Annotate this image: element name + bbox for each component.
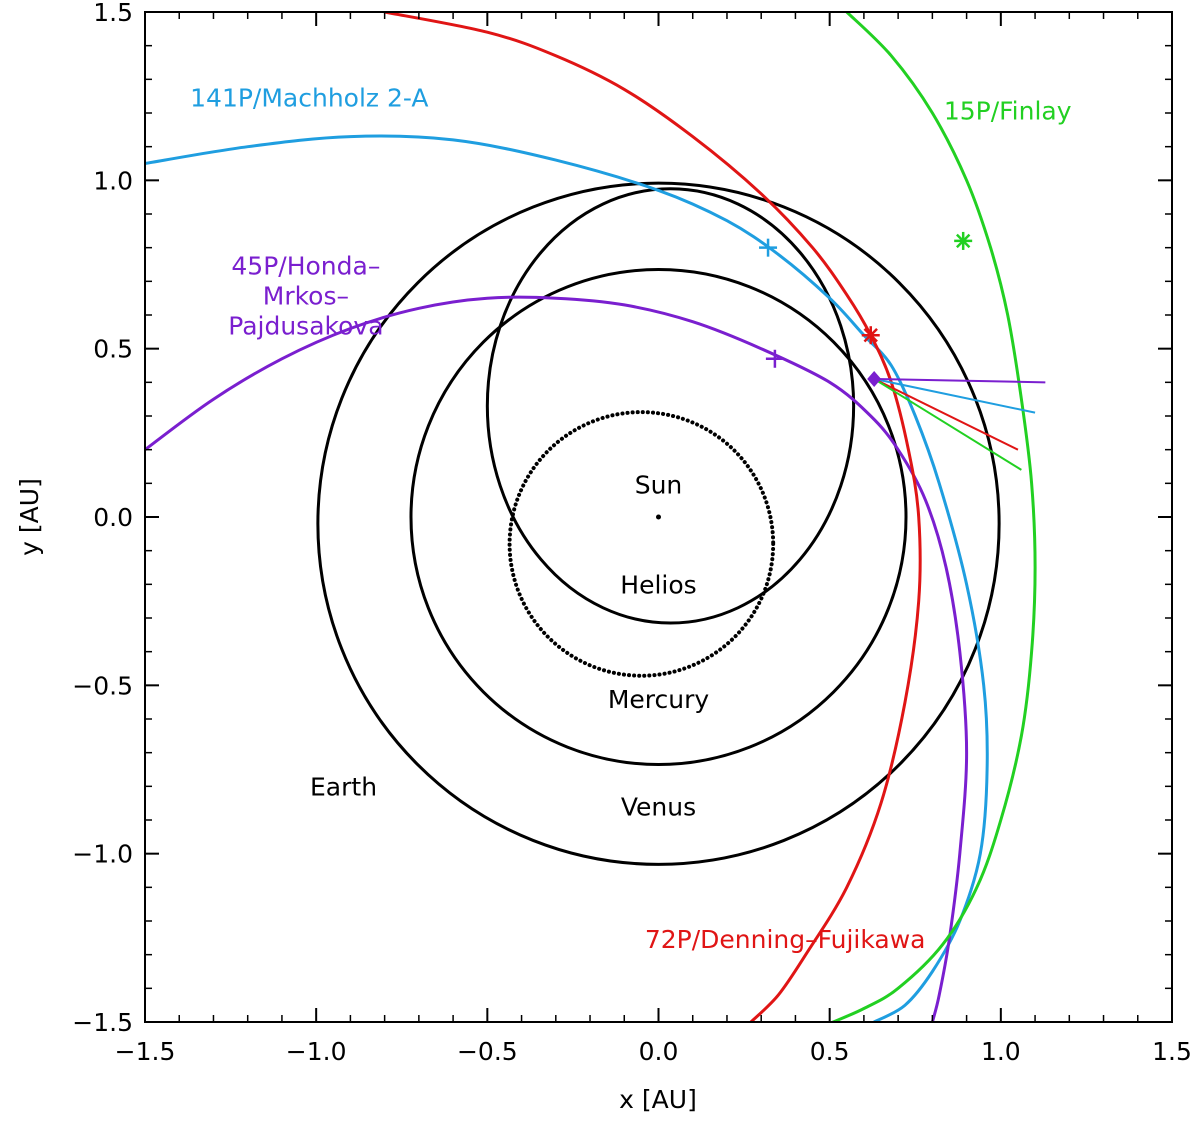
plot-area [145, 12, 1037, 1022]
141p-machholz-2-a-position-marker [759, 238, 778, 257]
label-line: 45P/Honda– [231, 252, 380, 281]
x-tick-label: −1.0 [286, 1037, 347, 1066]
y-tick-label: 1.5 [93, 0, 133, 27]
72p-denning-fujikawa-position-marker [861, 326, 880, 345]
y-tick-label: −1.5 [72, 1008, 133, 1037]
x-tick-label: −1.5 [115, 1037, 176, 1066]
y-tick-label: −0.5 [72, 671, 133, 700]
venus-label: Venus [621, 793, 696, 822]
earth-label: Earth [310, 772, 377, 801]
x-tick-label: 1.5 [1152, 1037, 1192, 1066]
72p-denning-fujikawa-velocity-vector [873, 378, 1019, 451]
45p-honda-mrkos-pajdusakova-velocity-vector [874, 377, 1046, 384]
45p-honda-mrkos-pajdusakova-position-marker [765, 349, 784, 368]
y-tick-label: 0.5 [93, 335, 133, 364]
helios-label: Helios [620, 570, 696, 599]
x-tick-label: −0.5 [457, 1037, 518, 1066]
label-line: Mrkos– [263, 282, 349, 311]
helios-orbit [485, 187, 856, 625]
venus-orbit [409, 267, 908, 767]
y-tick-label: 1.0 [93, 166, 133, 195]
marker-stroke [955, 233, 971, 249]
x-tick-label: 0.5 [810, 1037, 850, 1066]
label-line: 72P/Denning–Fujikawa [645, 925, 926, 954]
labels-layer: −1.5 −1.0 −0.5 0.0 0.5 1.0 1.5 −1.5 −1.0 −0.5 0.0 0… [72, 0, 1192, 1066]
marker-stroke [863, 328, 878, 343]
encounter-point-marker [867, 370, 882, 387]
mercury-orbit [507, 410, 776, 678]
y-tick-label: −1.0 [72, 840, 133, 869]
earth-orbit [316, 181, 1001, 866]
y-tick-label: 0.0 [93, 503, 133, 532]
72p-denning-fujikawa-orbit-line [383, 12, 922, 1022]
15p-finlay-position-marker [954, 231, 973, 250]
axis-ticks [144, 11, 1173, 1023]
72p-denning-fujikawa-label: 72P/Denning–Fujikawa [645, 925, 926, 954]
15p-finlay-label: 15P/Finlay [944, 97, 1072, 126]
45p-honda-mrkos-pajdusakova-label: 45P/Honda– Mrkos– Pajdusakova [228, 252, 383, 341]
sun-marker [656, 514, 661, 520]
141p-machholz-2-a-orbit-line [145, 134, 989, 1022]
45p-honda-mrkos-pajdusakova-orbit-line [145, 295, 969, 1022]
y-axis-title: y [AU] [15, 478, 44, 556]
141p-machholz-2-a-label: 141P/Machholz 2-A [190, 83, 428, 112]
sun-label: Sun [635, 470, 683, 499]
label-line: 15P/Finlay [944, 97, 1072, 126]
x-tick-label: 0.0 [639, 1037, 679, 1066]
141p-machholz-2-a-velocity-vector [873, 377, 1036, 414]
label-line: Pajdusakova [228, 312, 383, 341]
15p-finlay-orbit-line [831, 12, 1037, 1022]
x-axis-title: x [AU] [619, 1085, 697, 1114]
label-line: 141P/Machholz 2-A [190, 83, 428, 112]
mercury-label: Mercury [608, 685, 710, 714]
15p-finlay-velocity-vector [873, 378, 1022, 471]
x-tick-label: 1.0 [981, 1037, 1021, 1066]
overlay-layer [759, 231, 1046, 471]
